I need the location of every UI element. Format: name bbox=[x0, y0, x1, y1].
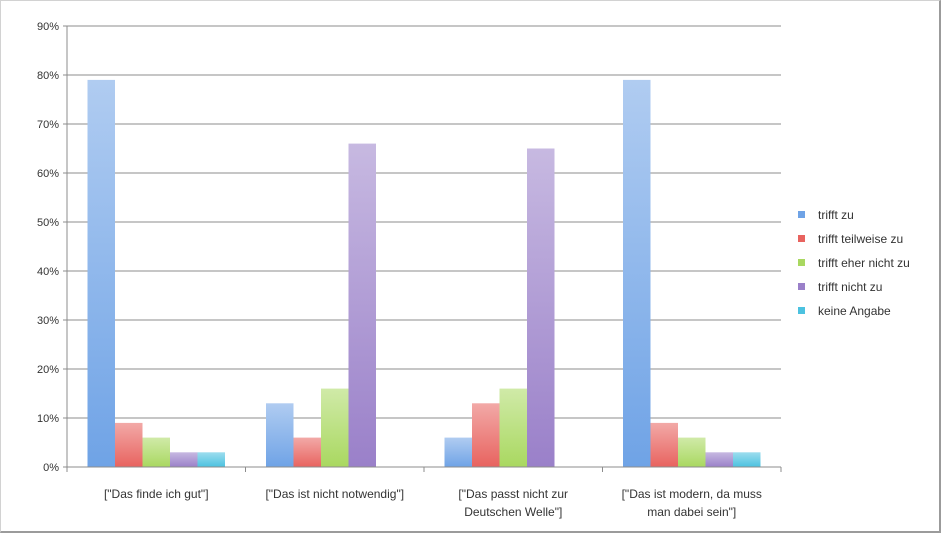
y-tick-label: 30% bbox=[37, 315, 59, 327]
bar bbox=[733, 452, 761, 467]
bar bbox=[499, 388, 527, 467]
bar bbox=[293, 437, 321, 467]
y-tick-label: 0% bbox=[43, 462, 59, 474]
y-tick-label: 90% bbox=[37, 21, 59, 33]
legend-label: trifft zu bbox=[818, 208, 854, 222]
gridlines bbox=[63, 25, 781, 468]
bars bbox=[87, 79, 761, 468]
bar bbox=[472, 403, 500, 467]
bar bbox=[348, 143, 376, 467]
bar bbox=[705, 452, 733, 467]
bar bbox=[87, 79, 115, 468]
legend-label: trifft nicht zu bbox=[818, 280, 882, 294]
y-tick-label: 10% bbox=[37, 413, 59, 425]
legend-swatch bbox=[798, 235, 805, 242]
bar bbox=[142, 437, 170, 467]
legend-label: trifft eher nicht zu bbox=[818, 256, 910, 270]
legend-swatch bbox=[798, 259, 805, 266]
legend-swatch bbox=[798, 283, 805, 290]
bar bbox=[650, 422, 678, 467]
y-tick-label: 50% bbox=[37, 217, 59, 229]
bar bbox=[623, 79, 651, 468]
bar bbox=[527, 148, 555, 467]
y-tick-label: 40% bbox=[37, 266, 59, 278]
bar bbox=[170, 452, 198, 467]
x-axis-categories: ["Das finde ich gut"] ["Das ist nicht not… bbox=[104, 487, 762, 519]
x-category-label: ["Das passt nicht zur Deutschen Welle"] bbox=[458, 487, 568, 519]
legend: trifft zu trifft teilweise zu trifft eher … bbox=[798, 208, 910, 318]
y-axis-ticks: 0% 10% 20% 30% 40% 50% 60% 70% 80% 90% bbox=[37, 21, 59, 474]
bar bbox=[321, 388, 349, 467]
bar bbox=[115, 422, 143, 467]
legend-label: trifft teilweise zu bbox=[818, 232, 903, 246]
x-category-label: ["Das ist modern, da muss man dabei sein"… bbox=[622, 487, 762, 519]
y-tick-label: 80% bbox=[37, 70, 59, 82]
x-category-label: ["Das ist nicht notwendig"] bbox=[265, 487, 404, 501]
bar bbox=[678, 437, 706, 467]
legend-label: keine Angabe bbox=[818, 304, 891, 318]
axes bbox=[66, 26, 782, 472]
y-tick-label: 60% bbox=[37, 168, 59, 180]
y-tick-label: 70% bbox=[37, 119, 59, 131]
legend-swatch bbox=[798, 211, 805, 218]
x-category-label: ["Das finde ich gut"] bbox=[104, 487, 209, 501]
bar bbox=[444, 437, 472, 467]
bar bbox=[266, 403, 294, 467]
bar bbox=[197, 452, 225, 467]
legend-swatch bbox=[798, 307, 805, 314]
y-tick-label: 20% bbox=[37, 364, 59, 376]
